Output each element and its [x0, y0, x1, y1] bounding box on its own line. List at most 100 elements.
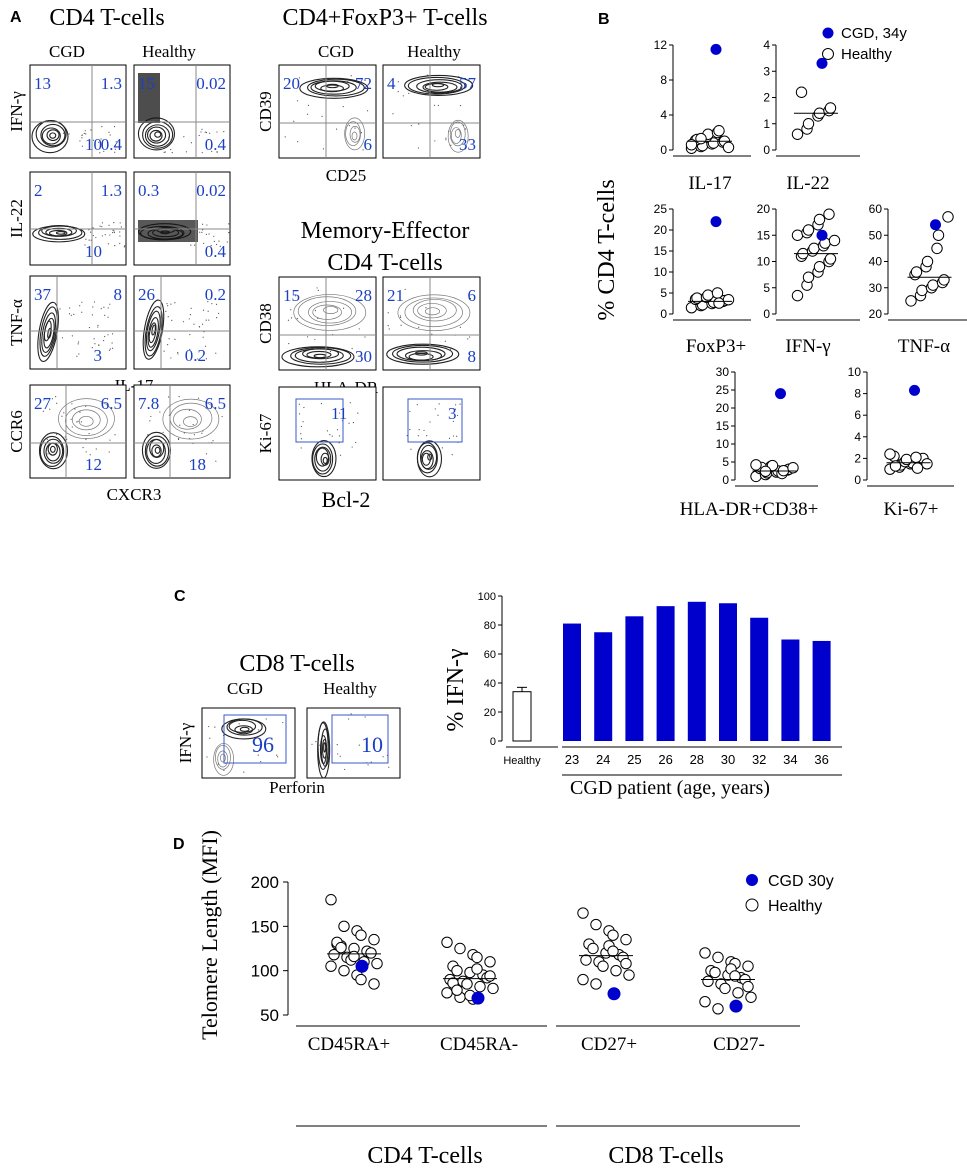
event-dot: [92, 306, 94, 308]
contour-line: [39, 306, 58, 357]
contour-line: [454, 129, 461, 138]
c-healthy-bar: [512, 691, 532, 742]
contour-line: [228, 719, 257, 733]
b-y-tick-label: 15: [757, 228, 771, 242]
event-dot: [362, 149, 364, 151]
event-dot: [458, 75, 460, 78]
event-dot: [71, 335, 73, 337]
event-dot: [209, 737, 211, 739]
b-healthy-point: [921, 458, 933, 470]
event-dot: [198, 134, 200, 137]
contour-line: [55, 230, 66, 235]
contour-line: [47, 327, 52, 339]
b-healthy-point: [823, 208, 835, 220]
event-dot: [205, 131, 208, 134]
contour-line: [421, 452, 431, 466]
flow-plot-frame: [278, 386, 377, 481]
event-dot: [193, 244, 196, 246]
event-dot: [85, 451, 87, 453]
b-category-label: HLA-DR+CD38+: [680, 499, 819, 520]
quadrant-percent: 28: [355, 286, 372, 305]
d-healthy-point: [335, 941, 347, 954]
b-y-tick-label: 0: [763, 143, 770, 157]
event-dot: [335, 128, 338, 130]
b-subplot-Ki-67+: 0 2 4 6 8 10 Ki-67+: [848, 365, 954, 520]
event-dot: [348, 718, 350, 720]
event-dot: [207, 139, 210, 141]
event-dot: [297, 141, 299, 143]
event-dot: [434, 140, 436, 142]
event-dot: [216, 131, 218, 133]
contour-line: [173, 408, 202, 430]
b-y-tick-label: 5: [763, 281, 770, 295]
event-dot: [199, 463, 202, 465]
d-healthy-point: [712, 1003, 724, 1015]
event-dot: [290, 317, 293, 319]
contour-line: [392, 344, 454, 363]
contour-line: [386, 343, 460, 365]
contour-line: [299, 77, 369, 99]
event-dot: [167, 305, 169, 307]
event-dot: [349, 402, 351, 404]
event-dot: [107, 334, 109, 336]
c-bar-30: [719, 603, 737, 741]
d-healthy-point: [368, 978, 380, 990]
event-dot: [364, 336, 366, 338]
quadrant-percent: 30: [355, 347, 372, 366]
flow-plot-3-0: 27 6.5 12: [29, 384, 127, 479]
b-y-tick-label: 30: [869, 281, 883, 295]
panel-c: CD8 T-cells CGD Healthy % IFN-γ CGD pati…: [176, 591, 842, 799]
event-dot: [324, 756, 326, 758]
event-dot: [113, 126, 116, 128]
d-healthy-point: [607, 929, 619, 941]
d-healthy-point: [590, 918, 602, 931]
event-dot: [97, 324, 99, 327]
event-dot: [213, 235, 215, 237]
contour-line: [320, 728, 330, 767]
contour-line: [312, 304, 342, 320]
contour-line: [311, 439, 337, 478]
event-dot: [320, 403, 323, 405]
event-dot: [300, 425, 302, 428]
c-flow-plot-1: 10: [306, 707, 401, 779]
b-y-tick-label: 0: [854, 473, 861, 487]
memory-title-line2: CD4 T-cells: [327, 250, 442, 276]
d-healthy-point: [461, 978, 473, 990]
b-healthy-point: [905, 295, 917, 307]
c-bar-xlabel: CGD patient (age, years): [570, 777, 770, 799]
b-healthy-point: [802, 224, 815, 236]
event-dot: [307, 104, 310, 106]
event-dot: [99, 225, 101, 227]
event-dot: [409, 410, 411, 413]
event-dot: [219, 245, 221, 247]
b-y-tick-label: 15: [654, 244, 668, 258]
event-dot: [314, 338, 316, 341]
event-dot: [211, 150, 213, 152]
d-healthy-point: [454, 942, 466, 955]
flow-y-axis-label: CCR6: [7, 410, 26, 453]
b-y-tick-label: 8: [660, 73, 667, 87]
event-dot: [108, 451, 110, 453]
b-subplot-IL-22: 0 1 2 3 4 IL-22: [763, 38, 860, 194]
event-dot: [315, 741, 317, 743]
event-dot: [298, 403, 300, 405]
flow-x-axis-label: CXCR3: [107, 485, 162, 504]
c-bar-28: [687, 601, 706, 741]
event-dot: [112, 231, 114, 234]
gate-box: [331, 714, 389, 764]
d-legend-healthy-label: Healthy: [768, 898, 822, 915]
event-dot: [338, 435, 341, 437]
event-dot: [202, 223, 204, 225]
flow-y-axis-label: TNF-α: [7, 299, 26, 346]
event-dot: [205, 407, 207, 409]
event-dot: [392, 113, 394, 115]
event-dot: [317, 289, 319, 291]
dense-population: [138, 220, 198, 242]
event-dot: [159, 411, 161, 413]
event-dot: [199, 231, 201, 233]
flow-plot-frame: [29, 384, 127, 479]
event-dot: [382, 756, 384, 758]
flow-plot-1-0: 2 1.3 10: [29, 171, 127, 266]
b-y-tick-label: 0: [660, 307, 667, 321]
event-dot: [210, 245, 212, 247]
